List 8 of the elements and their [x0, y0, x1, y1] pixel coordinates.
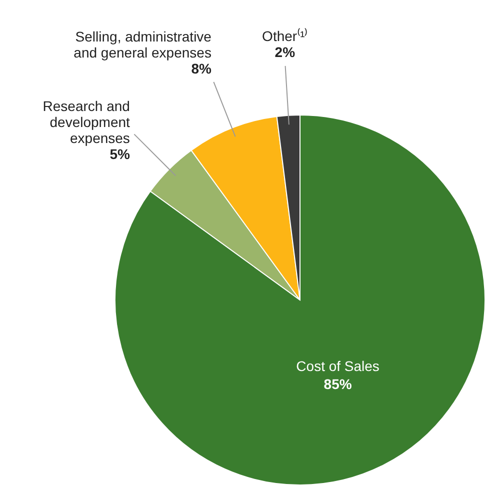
data-label: 5%: [110, 146, 130, 162]
data-label: 8%: [191, 60, 212, 76]
data-label: 85%: [324, 376, 352, 392]
slice-label: Cost of Sales: [296, 358, 380, 374]
slice-label: Research and development expenses: [42, 98, 130, 146]
slice-label: Selling, administrative and general expenses: [74, 28, 212, 60]
slice-label: Other⁽¹⁾: [262, 28, 308, 44]
data-label: 2%: [274, 44, 296, 60]
